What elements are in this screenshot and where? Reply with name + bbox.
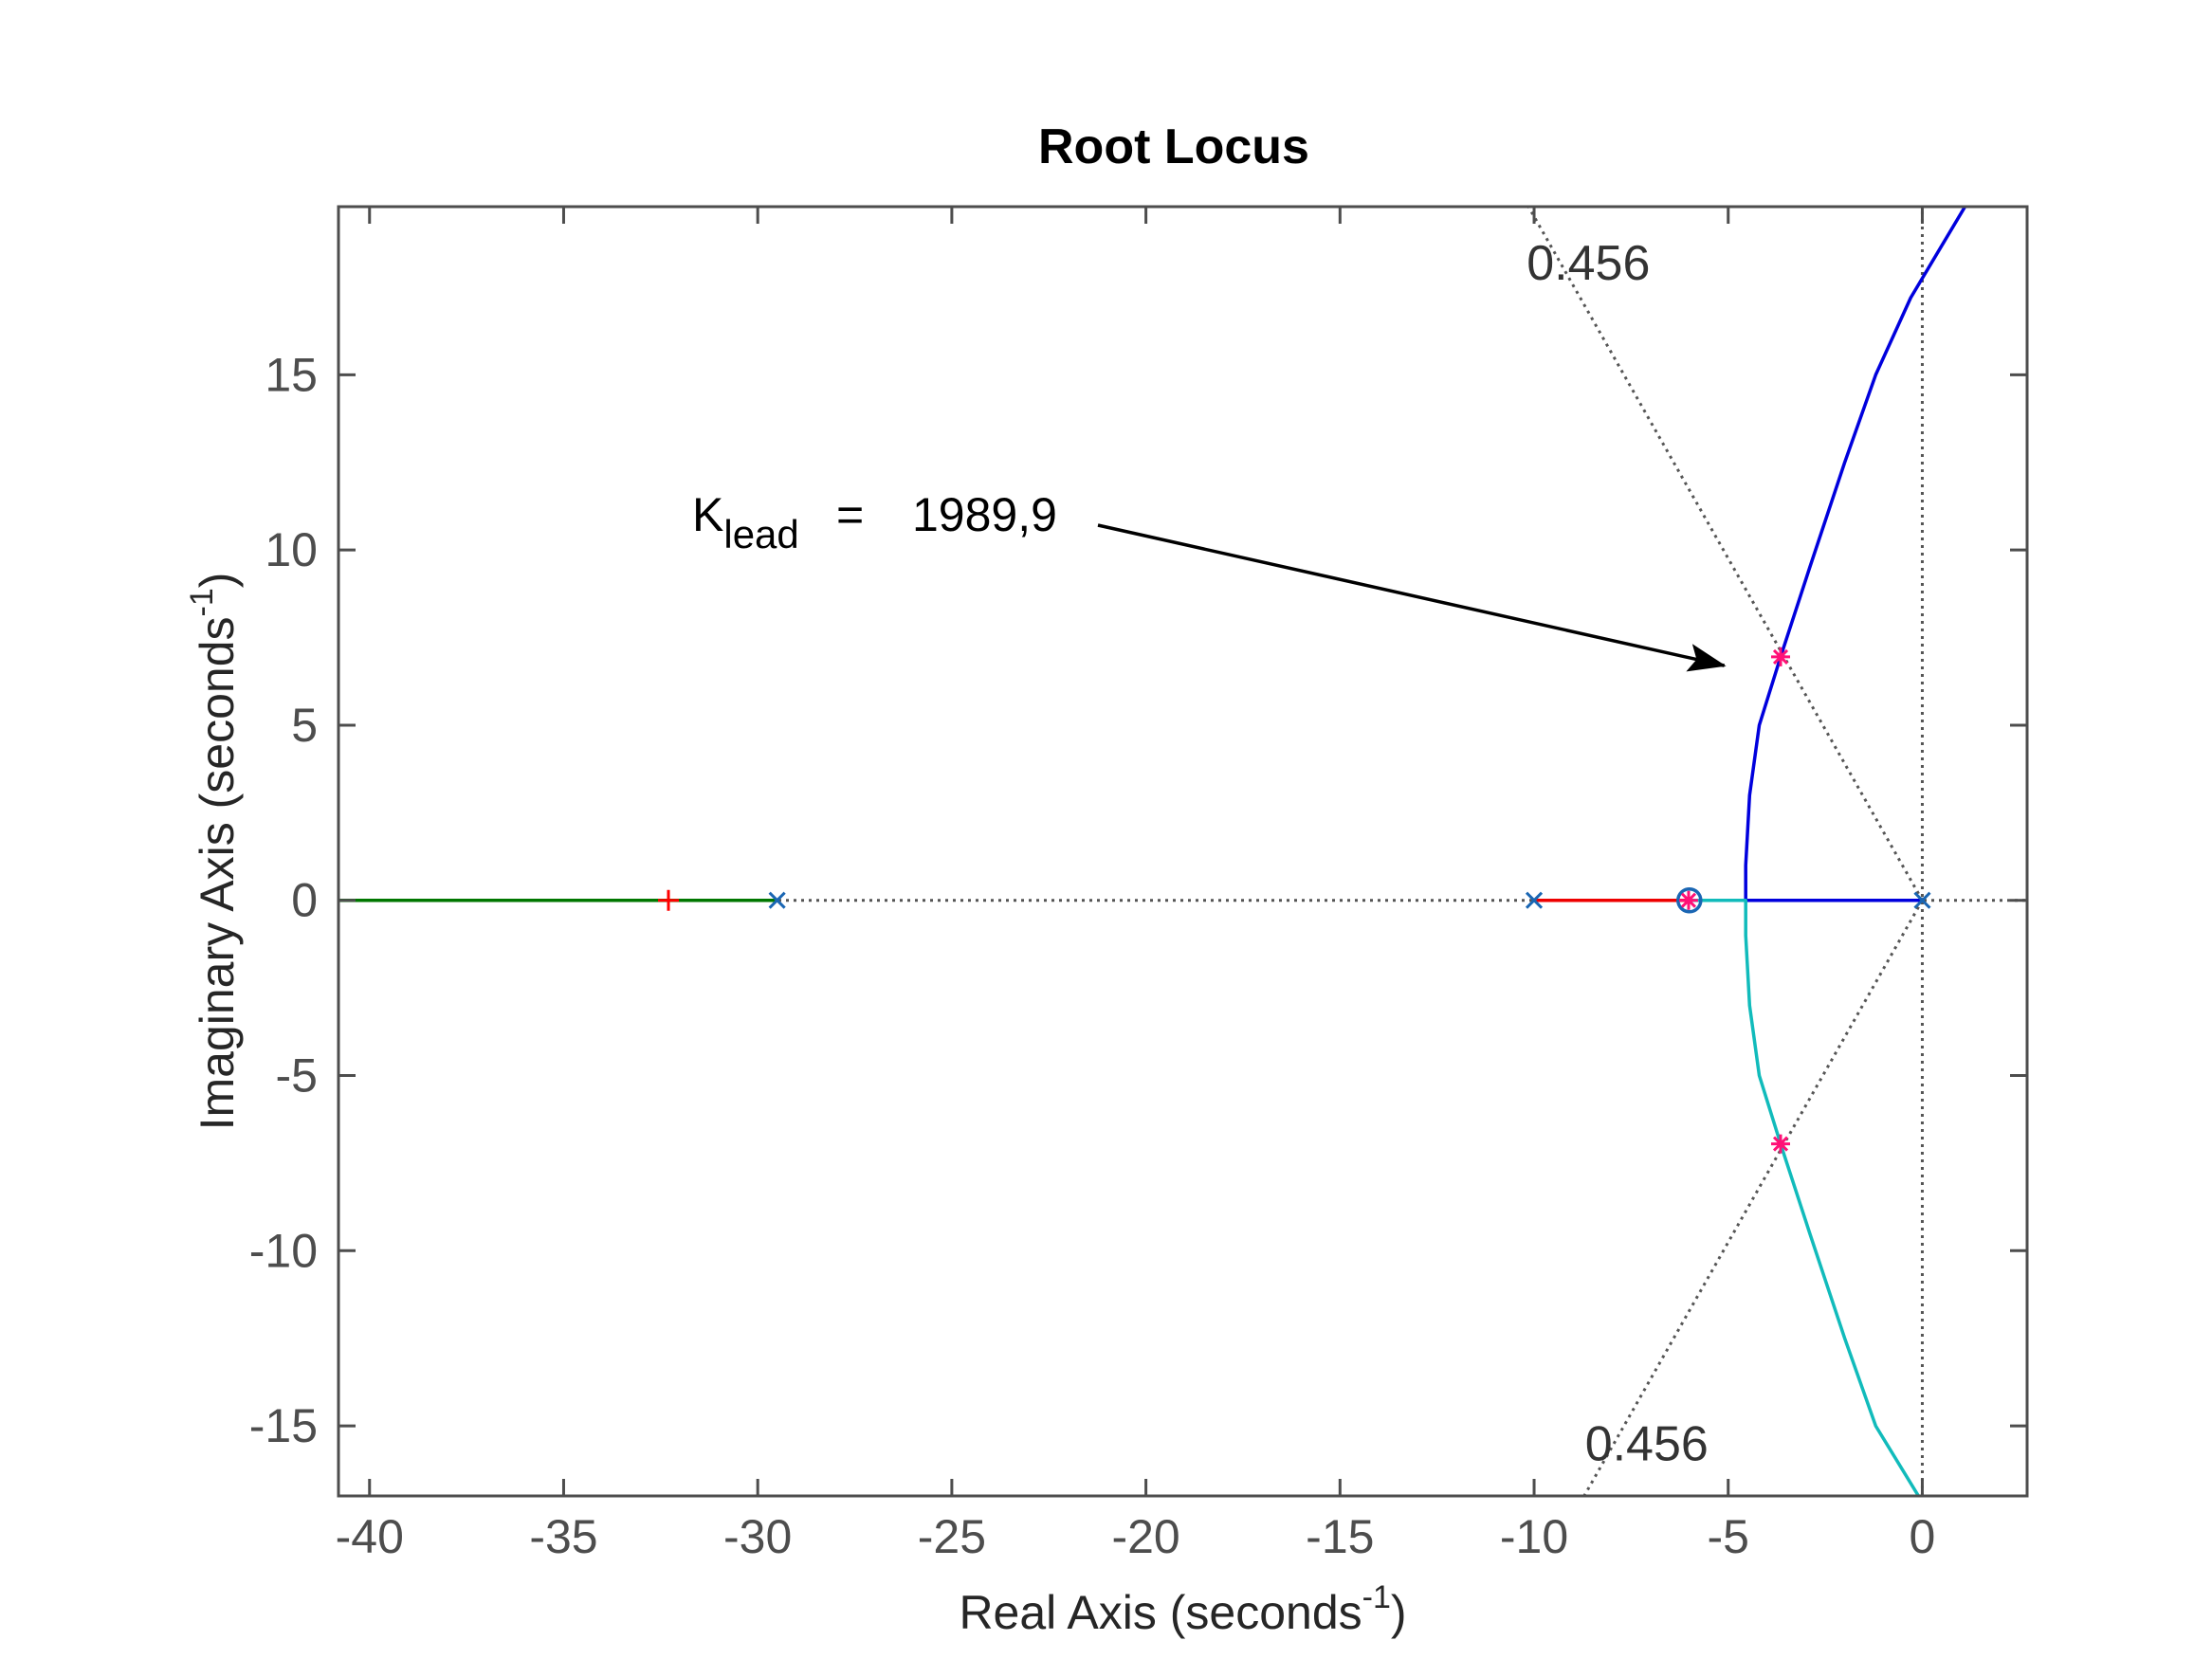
gain-symbol: K bbox=[692, 488, 723, 541]
x-tick-label: -10 bbox=[1500, 1510, 1568, 1563]
y-tick-label: 5 bbox=[291, 699, 318, 752]
locus-branches bbox=[338, 207, 1967, 1496]
y-tick-label: -10 bbox=[249, 1224, 318, 1277]
y-axis-label-text: Imaginary Axis (seconds bbox=[191, 616, 244, 1130]
gain-arrow bbox=[1097, 523, 1727, 672]
y-tick-label: 15 bbox=[265, 348, 318, 401]
y-tick-label: -5 bbox=[276, 1049, 318, 1103]
pole-zero-markers bbox=[658, 647, 1931, 1154]
chart-labels: Real Axis (seconds-1)Imaginary Axis (sec… bbox=[184, 236, 1727, 1639]
zero-marker-0 bbox=[1676, 886, 1703, 914]
x-tick-label: -40 bbox=[336, 1510, 404, 1563]
y-axis-label-sup: -1 bbox=[184, 588, 220, 616]
y-tick-label: 0 bbox=[291, 874, 318, 927]
gain-equals: = bbox=[836, 488, 864, 541]
x-tick-label: -35 bbox=[529, 1510, 597, 1563]
damping-ratio-label: 0.456 bbox=[1585, 1417, 1709, 1472]
closed-loop-pole-2 bbox=[1678, 890, 1698, 910]
x-axis-label: Real Axis (seconds-1) bbox=[959, 1579, 1406, 1639]
gain-subscript: lead bbox=[723, 512, 798, 556]
x-tick-label: -30 bbox=[723, 1510, 792, 1563]
x-tick-label: -25 bbox=[918, 1510, 986, 1563]
damping-line-lower bbox=[1582, 899, 1924, 1496]
x-axis-label-close: ) bbox=[1391, 1586, 1407, 1639]
pole-marker-2 bbox=[768, 891, 786, 909]
pole-marker-1 bbox=[1525, 891, 1544, 909]
x-tick-label: -5 bbox=[1708, 1510, 1749, 1563]
locus-branch-1 bbox=[1689, 898, 1920, 1496]
gain-annotation: Klead = 1989,9 bbox=[692, 488, 1057, 556]
pole-marker-0 bbox=[1913, 891, 1931, 909]
x-axis-label-sup: -1 bbox=[1362, 1579, 1391, 1615]
closed-loop-pole-0 bbox=[1771, 647, 1791, 666]
x-tick-label: 0 bbox=[1910, 1510, 1936, 1563]
closed-loop-pole-3 bbox=[658, 889, 680, 911]
damping-line-upper bbox=[1526, 207, 1924, 902]
x-axis-label-text: Real Axis (seconds bbox=[959, 1586, 1362, 1639]
axes: -40 -35 -30 -25 -20 -15 -10 -5 0 -15 -10 -5 0 5 10 15 bbox=[249, 205, 2029, 1563]
damping-ratio-label: 0.456 bbox=[1526, 236, 1650, 291]
y-tick-label: 10 bbox=[265, 523, 318, 576]
y-axis-label-close: ) bbox=[191, 573, 244, 589]
chart-title: Root Locus bbox=[1038, 119, 1309, 174]
plot-frame bbox=[337, 205, 2029, 1498]
y-axis-label: Imaginary Axis (seconds-1) bbox=[184, 573, 244, 1131]
locus-branch-0 bbox=[1744, 207, 1967, 902]
x-tick-label: -15 bbox=[1306, 1510, 1374, 1563]
y-tick-label: -15 bbox=[249, 1399, 318, 1452]
x-tick-label: -20 bbox=[1111, 1510, 1179, 1563]
gain-value: 1989,9 bbox=[912, 488, 1057, 541]
closed-loop-pole-1 bbox=[1771, 1134, 1791, 1154]
damping-grid bbox=[338, 207, 2027, 1496]
